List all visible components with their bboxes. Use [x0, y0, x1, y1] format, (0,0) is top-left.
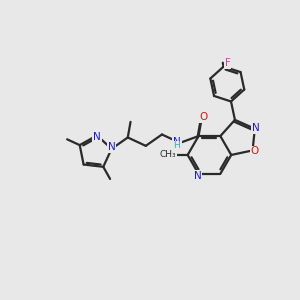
Text: N: N [93, 132, 101, 142]
Text: H: H [174, 141, 180, 150]
Text: N: N [194, 171, 201, 181]
Text: N: N [252, 123, 260, 133]
Text: N: N [108, 142, 116, 152]
Text: F: F [225, 58, 231, 68]
Text: O: O [250, 146, 259, 156]
Text: O: O [199, 112, 207, 122]
Text: CH₃: CH₃ [160, 151, 176, 160]
Text: N: N [173, 137, 181, 147]
